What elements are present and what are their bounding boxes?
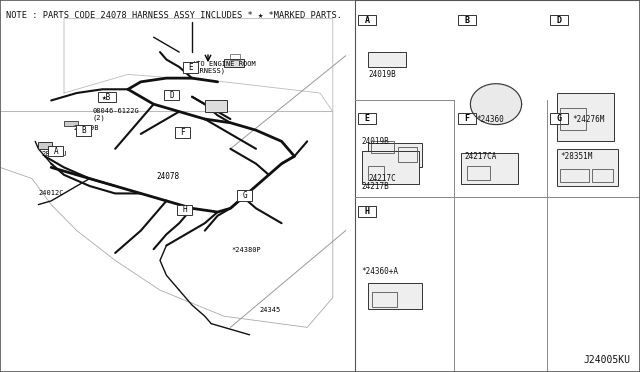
- Text: A: A: [53, 147, 58, 155]
- Text: G: G: [242, 191, 247, 200]
- Bar: [368, 52, 406, 67]
- Text: *24360+A: *24360+A: [362, 267, 399, 276]
- Text: 24217B: 24217B: [362, 182, 389, 190]
- Text: 24012C: 24012C: [38, 190, 64, 196]
- Text: *28351M: *28351M: [560, 152, 593, 161]
- FancyBboxPatch shape: [358, 206, 376, 217]
- Bar: [467, 166, 490, 180]
- Text: ★B: ★B: [102, 93, 111, 102]
- Text: *24360: *24360: [477, 115, 504, 124]
- FancyBboxPatch shape: [48, 146, 63, 156]
- Text: B: B: [81, 126, 86, 135]
- Text: 24019B: 24019B: [362, 137, 389, 146]
- FancyBboxPatch shape: [177, 205, 192, 215]
- Text: 08046-6122G
(2): 08046-6122G (2): [93, 108, 140, 121]
- Text: D: D: [557, 16, 562, 25]
- Bar: [557, 149, 618, 186]
- Bar: [362, 151, 419, 184]
- Text: *24276M: *24276M: [573, 115, 605, 124]
- Bar: [371, 141, 394, 153]
- Text: D: D: [169, 91, 174, 100]
- Text: B: B: [464, 16, 469, 25]
- Polygon shape: [470, 84, 522, 125]
- Bar: [368, 166, 384, 180]
- Bar: [38, 142, 52, 149]
- Bar: [592, 169, 613, 182]
- Text: G: G: [557, 114, 562, 123]
- Text: 24217C: 24217C: [368, 174, 396, 183]
- FancyBboxPatch shape: [550, 15, 568, 25]
- FancyBboxPatch shape: [76, 125, 91, 136]
- Bar: [557, 93, 614, 141]
- Text: F: F: [180, 128, 185, 137]
- FancyBboxPatch shape: [358, 15, 376, 25]
- FancyBboxPatch shape: [458, 113, 476, 124]
- Text: E: E: [188, 63, 193, 72]
- Text: H: H: [182, 205, 187, 214]
- Text: NOTE : PARTS CODE 24078 HARNESS ASSY INCLUDES * ★ *MARKED PARTS.: NOTE : PARTS CODE 24078 HARNESS ASSY INC…: [6, 11, 342, 20]
- FancyBboxPatch shape: [164, 90, 179, 100]
- Text: 24019B: 24019B: [74, 125, 99, 131]
- Text: 24078: 24078: [157, 172, 180, 181]
- Text: E: E: [365, 114, 370, 123]
- Text: F: F: [464, 114, 469, 123]
- FancyBboxPatch shape: [183, 62, 198, 73]
- FancyBboxPatch shape: [98, 92, 116, 102]
- Bar: [205, 100, 227, 112]
- Text: H: H: [365, 207, 370, 216]
- Bar: [461, 153, 518, 184]
- Text: A: A: [365, 16, 370, 25]
- Bar: [368, 143, 422, 167]
- Bar: [560, 108, 586, 130]
- Bar: [398, 147, 417, 162]
- Bar: [372, 292, 397, 307]
- Text: 24019B: 24019B: [368, 70, 396, 79]
- Text: *24380P: *24380P: [232, 247, 261, 253]
- Bar: [224, 59, 244, 67]
- Bar: [64, 121, 78, 126]
- Bar: [368, 283, 422, 309]
- FancyBboxPatch shape: [550, 113, 568, 124]
- Text: (TO ENGINE ROOM
HARNESS): (TO ENGINE ROOM HARNESS): [192, 60, 256, 74]
- Bar: [230, 54, 240, 60]
- Text: 24345: 24345: [259, 307, 280, 312]
- FancyBboxPatch shape: [358, 113, 376, 124]
- Bar: [355, 0, 640, 372]
- Bar: [560, 169, 589, 182]
- FancyBboxPatch shape: [175, 127, 190, 138]
- FancyBboxPatch shape: [237, 190, 252, 201]
- FancyBboxPatch shape: [458, 15, 476, 25]
- Text: J24005KU: J24005KU: [584, 355, 630, 365]
- Text: 28360U: 28360U: [42, 151, 67, 157]
- Text: 24217CA: 24217CA: [464, 152, 497, 161]
